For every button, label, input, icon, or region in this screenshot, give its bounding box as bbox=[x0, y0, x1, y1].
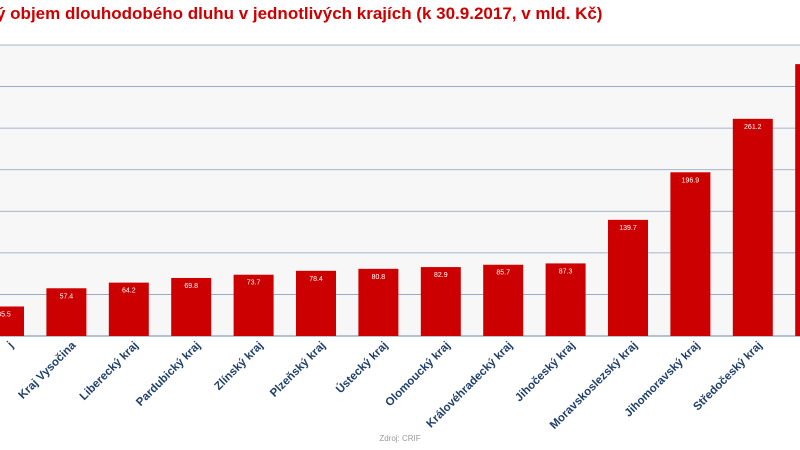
data-label: 139.7 bbox=[619, 225, 637, 232]
bar bbox=[795, 64, 800, 336]
bar bbox=[420, 267, 461, 336]
bar bbox=[670, 172, 711, 336]
data-label: 196.9 bbox=[682, 177, 700, 184]
bar bbox=[46, 288, 87, 336]
data-label: 69.8 bbox=[184, 283, 198, 290]
data-label: 80.8 bbox=[372, 274, 386, 281]
x-axis-label: Plzeňský kraj bbox=[268, 340, 328, 400]
x-axis-label: Jihočeský kraj bbox=[513, 340, 578, 405]
bar bbox=[233, 274, 274, 336]
bar bbox=[108, 282, 149, 336]
data-label: 35.5 bbox=[0, 311, 11, 318]
data-label: 78.4 bbox=[309, 276, 323, 283]
x-axis-label: Zlínský kraj bbox=[212, 340, 265, 393]
bar bbox=[608, 219, 648, 336]
bar bbox=[545, 263, 586, 336]
bar bbox=[296, 270, 336, 336]
x-axis-label: Ústecký kraj bbox=[333, 339, 390, 396]
x-axis-label: Středočeský kraj bbox=[691, 340, 765, 414]
bar bbox=[0, 306, 24, 336]
bars bbox=[0, 64, 800, 336]
data-label: 64.2 bbox=[122, 288, 136, 295]
data-label: 261.2 bbox=[744, 124, 762, 131]
data-label: 57.4 bbox=[60, 293, 74, 300]
gridlines bbox=[0, 44, 800, 337]
bar bbox=[171, 277, 212, 336]
chart-title: ý objem dlouhodobého dluhu v jednotlivýc… bbox=[0, 4, 603, 23]
bar bbox=[732, 118, 773, 336]
x-axis-label: Kraj Vysočina bbox=[17, 339, 79, 401]
bar bbox=[358, 268, 399, 336]
x-axis-label: j bbox=[5, 340, 16, 351]
data-label: 73.7 bbox=[247, 280, 261, 287]
data-label: 82.9 bbox=[434, 272, 448, 279]
source-note: Zdroj: CRIF bbox=[379, 434, 421, 443]
x-axis-label: Pardubický kraj bbox=[134, 340, 203, 409]
data-label: 87.3 bbox=[559, 268, 573, 275]
data-label: 85.7 bbox=[496, 270, 510, 277]
bar bbox=[483, 264, 524, 336]
data-labels: 35.5 57.4 64.2 69.8 73.7 78.4 80.8 82.9 85.7 87.3… bbox=[0, 124, 762, 319]
x-axis-label: Liberecký kraj bbox=[78, 340, 141, 403]
x-axis-label: Olomoucký kraj bbox=[383, 340, 453, 410]
